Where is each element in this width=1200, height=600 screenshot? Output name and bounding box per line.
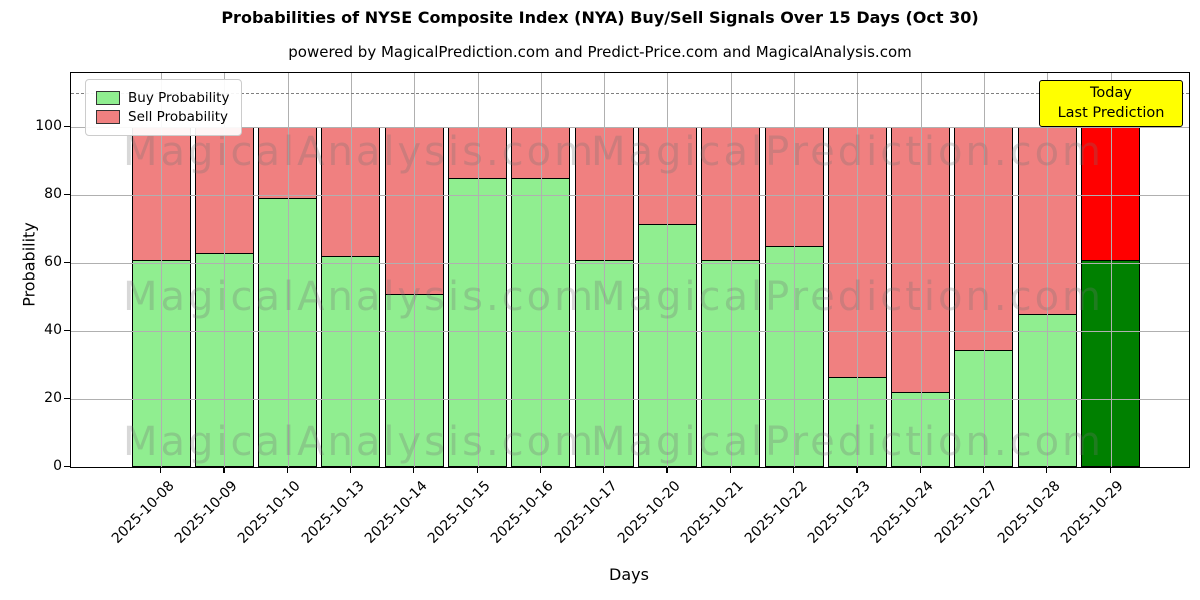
legend-item-label: Sell Probability [128,109,229,125]
annotation-line2: Last Prediction [1057,104,1165,121]
dashed-threshold-line [71,93,1189,94]
x-tick-text: 2025-10-17 [551,478,621,547]
y-tick-mark [64,194,70,196]
h-gridline [71,127,1189,128]
y-tick-label: 80 [44,186,62,202]
x-tick-mark [160,467,162,473]
h-gridline [71,195,1189,196]
h-gridline [71,331,1189,332]
x-tick-mark [729,467,731,473]
v-gridline [414,73,416,467]
x-tick-mark [476,467,478,473]
y-tick-mark [64,398,70,400]
v-gridline [604,73,606,467]
y-tick-label: 100 [35,118,62,134]
v-gridline [161,73,162,467]
x-tick-text: 2025-10-16 [488,478,558,547]
x-tick-text: 2025-10-20 [614,478,684,547]
x-tick-mark [919,467,921,473]
x-tick-text: 2025-10-27 [931,478,1001,547]
h-gridline [71,399,1189,400]
y-tick-label: 60 [44,254,62,270]
today-annotation: Today Last Prediction [1039,80,1183,128]
y-tick-label: 0 [53,458,62,474]
y-tick-mark [64,466,70,468]
x-tick-mark [666,467,668,473]
annotation-line1: Today [1090,85,1132,101]
x-tick-text: 2025-10-21 [678,478,748,547]
y-tick-label: 40 [44,322,62,338]
chart-subtitle: powered by MagicalPrediction.com and Pre… [288,43,912,61]
legend-item-label: Buy Probability [128,90,230,106]
chart-title: Probabilities of NYSE Composite Index (N… [221,8,979,27]
x-tick-text: 2025-10-09 [171,478,241,547]
v-gridline [350,73,352,467]
y-tick-mark [64,126,70,128]
x-tick-text: 2025-10-08 [108,478,178,547]
x-tick-mark [413,467,415,473]
legend-item: Buy Probability [96,90,229,106]
x-tick-text: 2025-10-22 [741,478,811,547]
x-tick-mark [539,467,542,473]
v-gridline [983,73,985,467]
x-tick-text: 2025-10-10 [235,478,304,547]
x-tick-text: 2025-10-15 [424,478,494,547]
x-tick-mark [286,467,288,473]
y-tick-label: 20 [44,390,62,406]
x-axis-title: Days [609,565,649,584]
h-gridline [71,263,1189,264]
legend-swatch [96,91,120,105]
v-gridline [477,73,479,467]
y-tick-mark [64,330,70,332]
x-tick-mark [982,467,985,473]
v-gridline [540,73,542,467]
x-tick-mark [603,467,605,473]
x-tick-mark [223,467,225,473]
legend-swatch [96,110,120,124]
v-gridline [730,73,732,467]
x-tick-mark [349,467,352,473]
x-tick-mark [1046,467,1048,473]
v-gridline [224,73,226,467]
v-gridline [1110,73,1112,467]
x-tick-mark [856,467,858,473]
x-tick-text: 2025-10-29 [1057,478,1127,547]
v-gridline [920,73,922,467]
x-tick-text: 2025-10-14 [361,478,431,547]
x-tick-text: 2025-10-28 [994,478,1064,547]
y-tick-mark [64,262,70,264]
v-gridline [1047,73,1049,467]
x-tick-text: 2025-10-23 [804,478,874,547]
x-tick-text: 2025-10-24 [868,478,937,547]
v-gridline [287,73,289,467]
v-gridline [857,73,859,467]
legend-item: Sell Probability [96,109,229,125]
x-tick-text: 2025-10-13 [298,478,368,547]
x-tick-mark [1109,467,1111,473]
plot-area: MagicalAnalysis.com MagicalPrediction.com… [70,72,1190,468]
v-gridline [667,73,669,467]
x-tick-mark [793,467,795,473]
v-gridline [794,73,795,467]
legend: Buy Probability Sell Probability [85,79,243,136]
